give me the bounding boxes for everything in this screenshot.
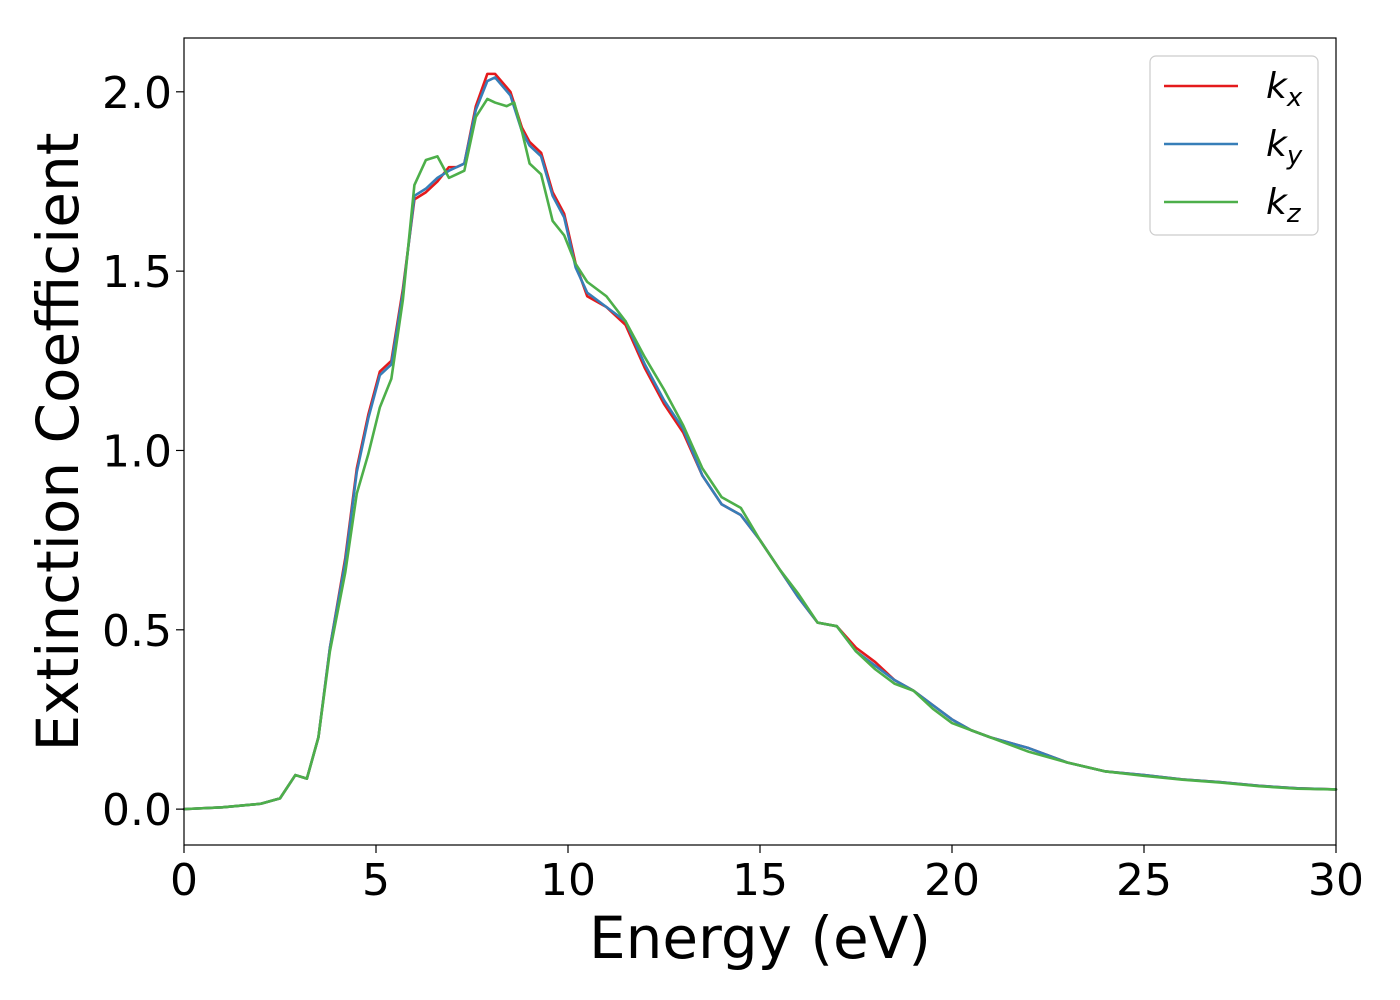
legend-items: kx ky kz (1164, 66, 1303, 229)
series-line-k-z (182, 97, 1338, 811)
y-tick-label: 1.0 (102, 426, 172, 477)
legend-label-k-x: kx (1266, 66, 1303, 113)
series-layer (182, 72, 1338, 811)
x-tick-label: 10 (540, 855, 596, 906)
y-axis-ticks: 0.0 0.5 1.0 1.5 2.0 (102, 68, 184, 836)
legend: kx ky kz (1149, 55, 1319, 236)
x-tick-label: 30 (1308, 855, 1364, 906)
x-axis-label: Energy (eV) (589, 904, 931, 972)
legend-frame (1149, 55, 1319, 236)
x-tick-label: 0 (170, 855, 198, 906)
y-axis-label: Extinction Coefficient (24, 133, 92, 752)
legend-label-k-y: ky (1266, 124, 1303, 171)
y-tick-label: 0.5 (102, 606, 172, 657)
x-tick-label: 25 (1116, 855, 1172, 906)
y-tick-label: 1.5 (102, 247, 172, 298)
x-axis-ticks: 0 5 10 15 20 25 30 (170, 845, 1364, 906)
x-tick-label: 15 (732, 855, 788, 906)
x-tick-label: 20 (924, 855, 980, 906)
legend-label-k-z: kz (1266, 182, 1302, 229)
x-tick-label: 5 (362, 855, 390, 906)
y-tick-label: 2.0 (102, 68, 172, 119)
y-tick-label: 0.0 (102, 785, 172, 836)
